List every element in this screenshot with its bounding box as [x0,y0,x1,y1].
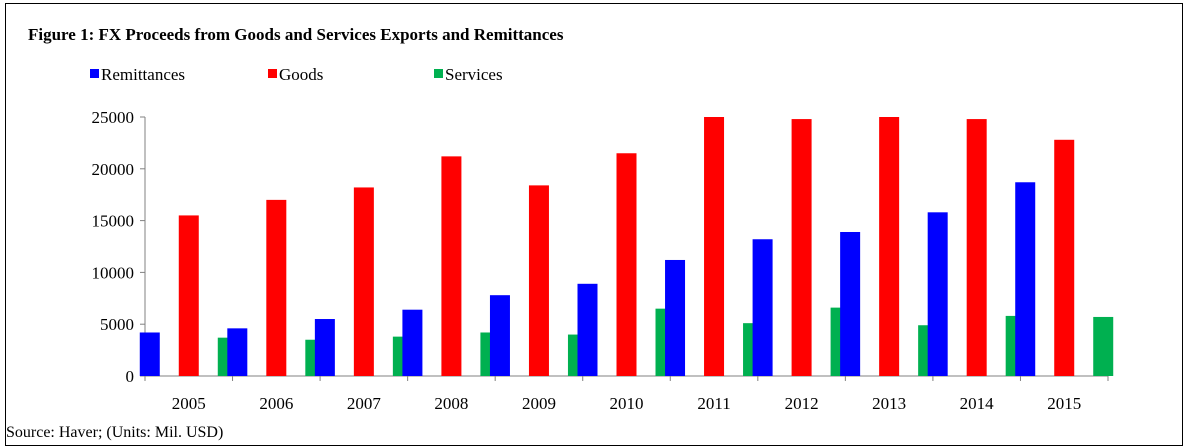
y-tick-label: 15000 [92,212,135,231]
bar-remittances-2006 [227,328,248,376]
legend-label-remittances: Remittances [101,65,185,84]
legend-swatch-remittances [90,69,99,78]
bar-remittances-2011 [665,259,686,376]
bars [139,117,1114,377]
bar-services-2015 [1093,316,1114,376]
y-tick-label: 25000 [92,108,135,127]
x-tick-label: 2006 [259,394,293,413]
x-axis: 2005 2006 2007 2008 2009 2010 2011 2012 2013 2014… [144,375,1109,413]
x-tick-label: 2010 [610,394,644,413]
bar-goods-2005 [178,215,199,376]
bar-goods-2009 [528,185,549,376]
bar-goods-2012 [791,119,812,377]
bar-remittances-2010 [577,283,598,376]
x-tick-label: 2011 [697,394,730,413]
legend-label-services: Services [445,65,503,84]
x-tick-label: 2007 [347,394,382,413]
x-tick-label: 2009 [522,394,556,413]
bar-goods-2013 [879,117,900,376]
legend-swatch-goods [268,69,277,78]
bar-goods-2015 [1054,139,1075,376]
bar-goods-2006 [266,199,287,376]
legend-swatch-services [434,69,443,78]
x-tick-label: 2013 [872,394,906,413]
bar-goods-2011 [704,117,725,376]
x-tick-label: 2012 [785,394,819,413]
y-tick-label: 0 [126,367,135,386]
y-tick-label: 20000 [92,160,135,179]
source-note: Source: Haver; (Units: Mil. USD) [6,424,224,441]
bar-remittances-2007 [314,319,335,376]
x-tick-label: 2014 [960,394,995,413]
bar-remittances-2008 [402,309,423,376]
bar-remittances-2009 [489,295,510,376]
y-tick-label: 10000 [92,263,135,282]
bar-remittances-2013 [840,231,861,376]
x-tick-label: 2005 [172,394,206,413]
bar-goods-2007 [353,187,374,376]
x-tick-label: 2015 [1047,394,1081,413]
bar-remittances-2012 [752,239,773,376]
y-axis: 0 5000 10000 15000 20000 25000 [92,108,146,386]
bar-remittances-2015 [1015,182,1036,376]
bar-remittances-2014 [927,212,948,376]
legend: Remittances Goods Services [90,65,503,84]
y-tick-label: 5000 [100,315,134,334]
chart-title: Figure 1: FX Proceeds from Goods and Ser… [28,25,564,44]
x-tick-label: 2008 [434,394,468,413]
bar-goods-2010 [616,153,637,376]
legend-label-goods: Goods [279,65,323,84]
bar-remittances-2005 [139,332,160,376]
bar-goods-2008 [441,156,462,376]
bar-goods-2014 [966,119,987,377]
